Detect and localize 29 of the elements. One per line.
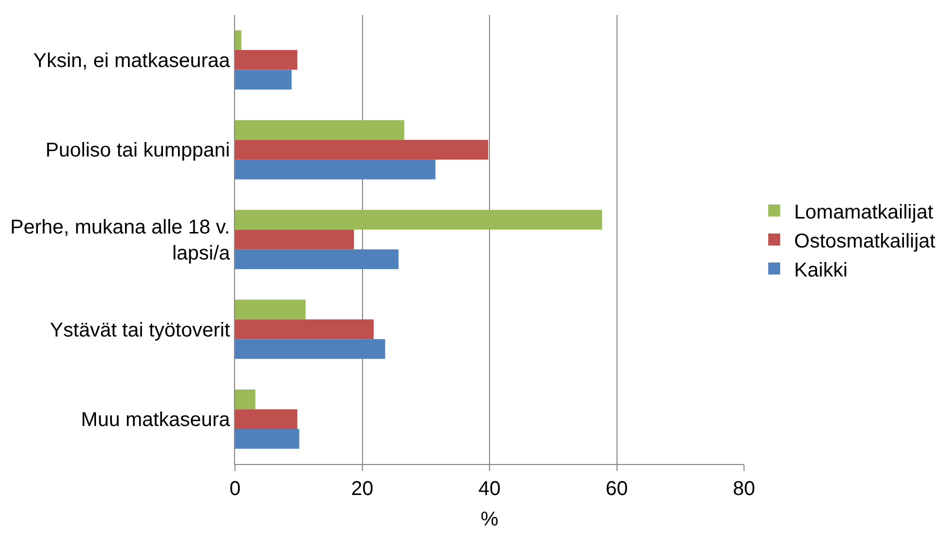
legend-label: Ostosmatkailijat	[794, 230, 936, 252]
bar	[235, 409, 298, 429]
bar	[235, 249, 399, 270]
x-tick-label: 20	[351, 478, 374, 500]
y-tick-label: Muu matkaseura	[81, 409, 231, 432]
bar	[235, 140, 488, 160]
bar	[235, 70, 292, 90]
bar	[235, 339, 386, 359]
bar	[235, 160, 436, 180]
bar	[235, 428, 300, 449]
bar	[235, 210, 602, 230]
y-tick-label: Perhe, mukana alle 18 v. lapsi/a	[10, 216, 231, 264]
bar	[235, 230, 354, 250]
x-tick-label: 80	[732, 478, 756, 500]
bar	[235, 30, 242, 50]
x-tick-label: 40	[478, 478, 501, 500]
x-tick-label: 0	[229, 478, 241, 500]
legend-label: Kaikki	[794, 259, 848, 282]
bar	[235, 50, 298, 70]
x-tick-label: 60	[606, 478, 628, 500]
legend-label: Lomamatkailijat	[794, 201, 934, 224]
bar	[235, 389, 256, 410]
y-tick-label: Yksin, ei matkaseuraa	[33, 50, 231, 72]
x-axis-title: %	[480, 508, 499, 530]
bar	[235, 120, 404, 140]
y-tick-label: Puoliso tai kumppani	[45, 140, 230, 162]
bar	[235, 300, 306, 320]
bar	[235, 319, 374, 340]
y-tick-label: Ystävät tai työtoverit	[50, 319, 230, 342]
